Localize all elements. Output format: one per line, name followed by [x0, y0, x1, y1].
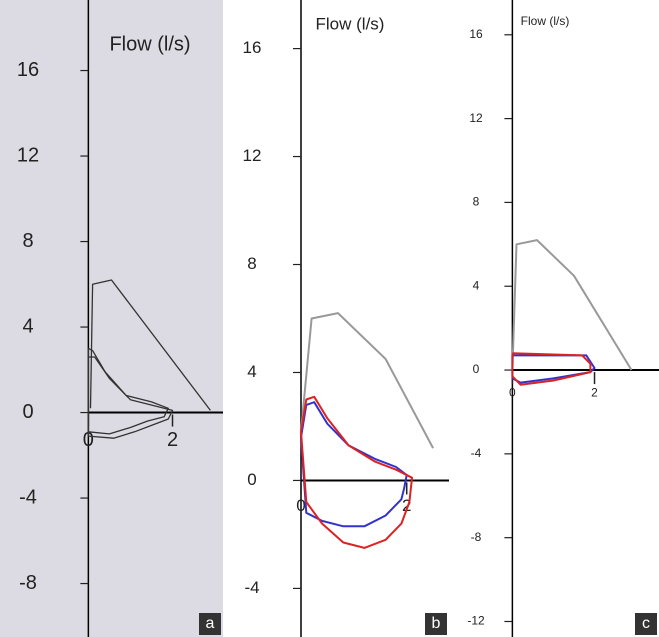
y-tick-label: 4 [22, 315, 33, 337]
y-tick-label: 0 [247, 470, 256, 489]
x-tick-label: 0 [509, 385, 516, 399]
y-tick-label: 8 [247, 254, 256, 273]
y-tick-label: 4 [473, 278, 480, 292]
axis-title: Flow (l/s) [109, 33, 190, 55]
panel-background [452, 0, 659, 637]
y-tick-label: 0 [22, 401, 33, 423]
axis-title: Flow (l/s) [316, 14, 385, 33]
y-tick-label: 8 [22, 230, 33, 252]
panel-label: c [642, 615, 650, 632]
panel-background [227, 0, 449, 637]
y-tick-label: -4 [244, 578, 259, 597]
axis-title: Flow (l/s) [521, 14, 570, 28]
panel-label: b [432, 615, 441, 632]
y-tick-label: 16 [17, 59, 39, 81]
panel-label: a [206, 615, 215, 632]
y-tick-label: -12 [467, 614, 485, 628]
y-tick-label: 0 [473, 362, 480, 376]
y-tick-label: -8 [471, 530, 482, 544]
y-tick-label: 12 [469, 111, 483, 125]
y-tick-label: 16 [469, 27, 483, 41]
y-tick-label: 12 [243, 146, 262, 165]
y-tick-label: -4 [19, 486, 37, 508]
figure: Flow (l/s) -8 -4 0 4 8 12 16 0 2 a Flow (l/s) -4 0 4 8 1… [0, 0, 659, 637]
y-tick-label: -8 [19, 572, 37, 594]
y-tick-label: 16 [243, 38, 262, 57]
y-tick-label: 12 [17, 144, 39, 166]
x-tick-label: 0 [296, 496, 305, 515]
x-tick-label: 2 [591, 385, 598, 399]
y-tick-label: -4 [471, 446, 482, 460]
x-tick-label: 2 [167, 429, 178, 451]
panel: Flow (l/s) -12 -8 -4 0 4 8 12 16 0 2 c [452, 0, 659, 637]
y-tick-label: 8 [473, 195, 480, 209]
y-tick-label: 4 [247, 362, 256, 381]
